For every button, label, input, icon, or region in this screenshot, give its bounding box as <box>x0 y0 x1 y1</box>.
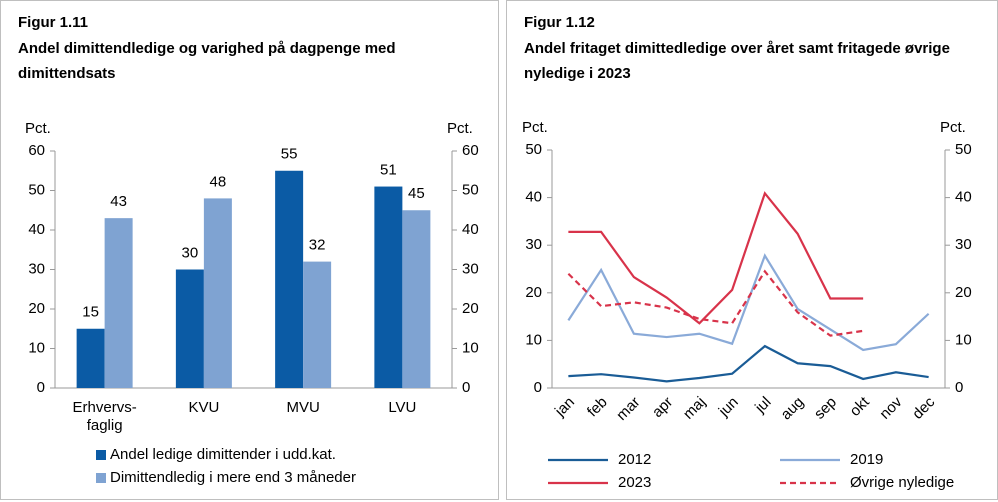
y-axis-label: Pct. <box>25 120 51 137</box>
x-tick-label: aug <box>778 394 808 424</box>
y-axis-label: Pct. <box>522 119 548 136</box>
chart-subtitle: Andel dimittendledige og varighed på dag… <box>18 40 396 82</box>
x-tick-label: jun <box>715 394 742 421</box>
y-tick-label: 10 <box>28 339 45 356</box>
legend-label: 2019 <box>850 451 883 468</box>
x-tick-label: jan <box>551 394 578 421</box>
y-tick-label: 20 <box>28 300 45 317</box>
bar <box>275 170 304 388</box>
y2-axis-label: Pct. <box>447 120 473 137</box>
legend-label: Øvrige nyledige <box>850 474 954 491</box>
y-tick-label: 60 <box>28 142 45 159</box>
x-tick-label: maj <box>680 394 709 423</box>
panel <box>0 0 499 500</box>
line <box>567 253 930 352</box>
data-label: 45 <box>408 185 425 202</box>
data-label: 32 <box>309 237 326 254</box>
line <box>567 269 864 337</box>
bar <box>402 210 431 388</box>
y2-tick-label: 10 <box>462 339 479 356</box>
y2-tick-label: 0 <box>955 379 963 396</box>
data-label: 48 <box>210 173 227 190</box>
line <box>568 191 864 325</box>
y2-tick-label: 30 <box>462 260 479 277</box>
chart-subtitle: Andel fritaget dimittedledige over året … <box>524 40 950 82</box>
chart-title: Figur 1.11 <box>18 14 89 31</box>
y-tick-label: 0 <box>534 379 542 396</box>
x-tick-label: Erhvervs-faglig <box>73 399 137 434</box>
bar <box>203 198 232 388</box>
legend-label: Andel ledige dimittender i udd.kat. <box>110 446 336 463</box>
y-tick-label: 30 <box>28 260 45 277</box>
legend-label: 2012 <box>618 451 651 468</box>
legend-label: 2023 <box>618 474 651 491</box>
y-tick-label: 0 <box>37 379 45 396</box>
legend-swatch <box>96 450 106 460</box>
y2-tick-label: 50 <box>955 141 972 158</box>
y-tick-label: 50 <box>525 141 542 158</box>
x-tick-label: nov <box>876 393 905 422</box>
data-label: 51 <box>380 162 397 179</box>
data-label: 43 <box>110 193 127 210</box>
y-tick-label: 30 <box>525 236 542 253</box>
x-tick-label: apr <box>649 394 676 421</box>
y2-tick-label: 60 <box>462 142 479 159</box>
y-tick-label: 10 <box>525 331 542 348</box>
chart-title: Figur 1.12 <box>524 14 595 31</box>
y2-tick-label: 40 <box>462 221 479 238</box>
y-tick-label: 40 <box>525 189 542 206</box>
data-label: 15 <box>82 304 99 321</box>
bar <box>76 328 105 388</box>
legend-label: Dimittendledig i mere end 3 måneder <box>110 469 356 486</box>
x-tick-label: feb <box>584 394 611 421</box>
x-tick-label: KVU <box>188 399 219 416</box>
y2-tick-label: 40 <box>955 189 972 206</box>
y-tick-label: 20 <box>525 284 542 301</box>
y-tick-label: 50 <box>28 181 45 198</box>
data-label: 55 <box>281 146 298 163</box>
x-tick-label: dec <box>909 393 938 422</box>
y2-tick-label: 10 <box>955 331 972 348</box>
y2-tick-label: 30 <box>955 236 972 253</box>
y2-tick-label: 20 <box>462 300 479 317</box>
line <box>568 344 929 383</box>
legend-swatch <box>96 473 106 483</box>
x-tick-label: LVU <box>388 399 416 416</box>
x-tick-label: MVU <box>286 399 319 416</box>
y2-axis-label: Pct. <box>940 119 966 136</box>
bar <box>303 261 332 388</box>
x-tick-label: mar <box>613 394 643 424</box>
bar <box>104 218 133 388</box>
y-tick-label: 40 <box>28 221 45 238</box>
y2-tick-label: 0 <box>462 379 470 396</box>
data-label: 30 <box>182 244 199 261</box>
bar <box>374 186 403 388</box>
x-tick-label: okt <box>847 393 874 420</box>
y2-tick-label: 50 <box>462 181 479 198</box>
bar <box>175 269 204 388</box>
x-tick-label: sep <box>811 394 840 423</box>
y2-tick-label: 20 <box>955 284 972 301</box>
x-tick-label: jul <box>751 394 774 417</box>
